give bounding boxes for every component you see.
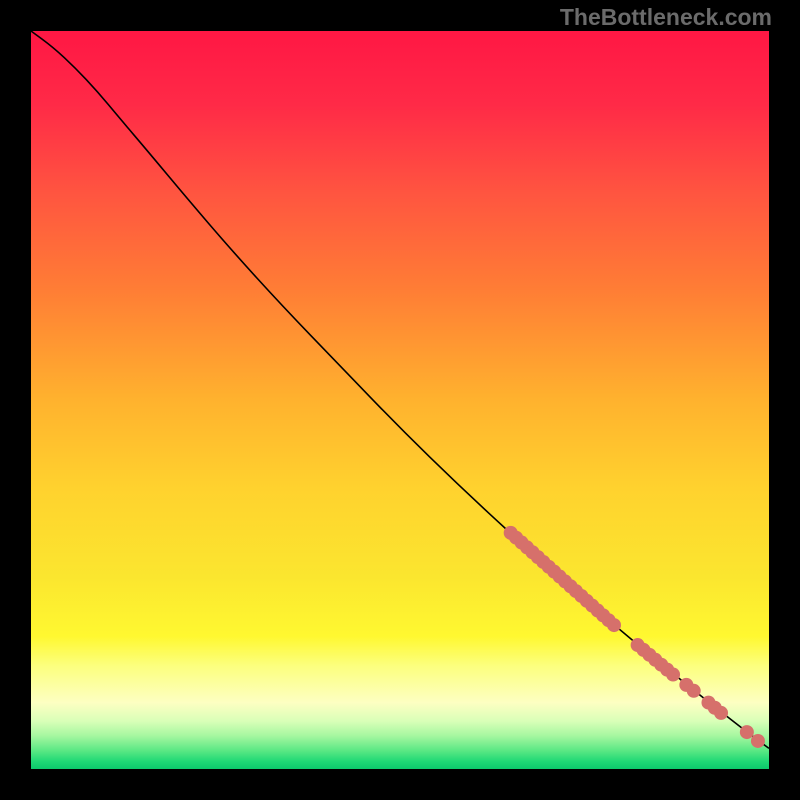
chart-container: TheBottleneck.com — [0, 0, 800, 800]
data-marker — [751, 734, 765, 748]
curve-line — [31, 31, 769, 748]
data-marker — [666, 668, 680, 682]
data-marker — [740, 725, 754, 739]
data-marker — [714, 706, 728, 720]
data-marker — [687, 684, 701, 698]
chart-overlay — [0, 0, 800, 800]
watermark: TheBottleneck.com — [560, 4, 772, 31]
data-marker — [607, 618, 621, 632]
marker-group — [504, 526, 765, 748]
